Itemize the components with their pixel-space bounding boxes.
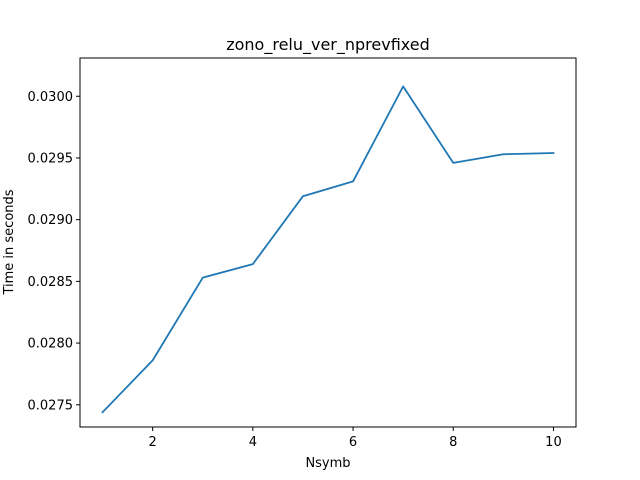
y-tick-label: 0.0275	[28, 398, 74, 413]
x-axis-label: Nsymb	[305, 456, 350, 471]
series-layer	[101, 85, 555, 414]
y-tick-label: 0.0280	[28, 337, 74, 352]
x-tick-label: 8	[449, 435, 457, 450]
y-axis: 0.0275 0.0280 0.0285 0.0290 0.0295 0.0300	[28, 90, 80, 413]
y-tick-label: 0.0290	[28, 213, 74, 228]
series-line	[101, 85, 555, 414]
chart-title: zono_relu_ver_nprevfixed	[226, 35, 430, 55]
x-axis: 2 4 6 8 10	[149, 427, 562, 450]
y-tick-label: 0.0295	[28, 151, 74, 166]
y-axis-label: Time in seconds	[2, 189, 17, 295]
plot-area	[79, 57, 577, 428]
x-tick-label: 10	[545, 435, 562, 450]
x-tick-label: 6	[349, 435, 357, 450]
y-tick-label: 0.0285	[28, 275, 74, 290]
x-tick-label: 4	[249, 435, 257, 450]
y-tick-label: 0.0300	[28, 90, 74, 105]
x-tick-label: 2	[149, 435, 157, 450]
